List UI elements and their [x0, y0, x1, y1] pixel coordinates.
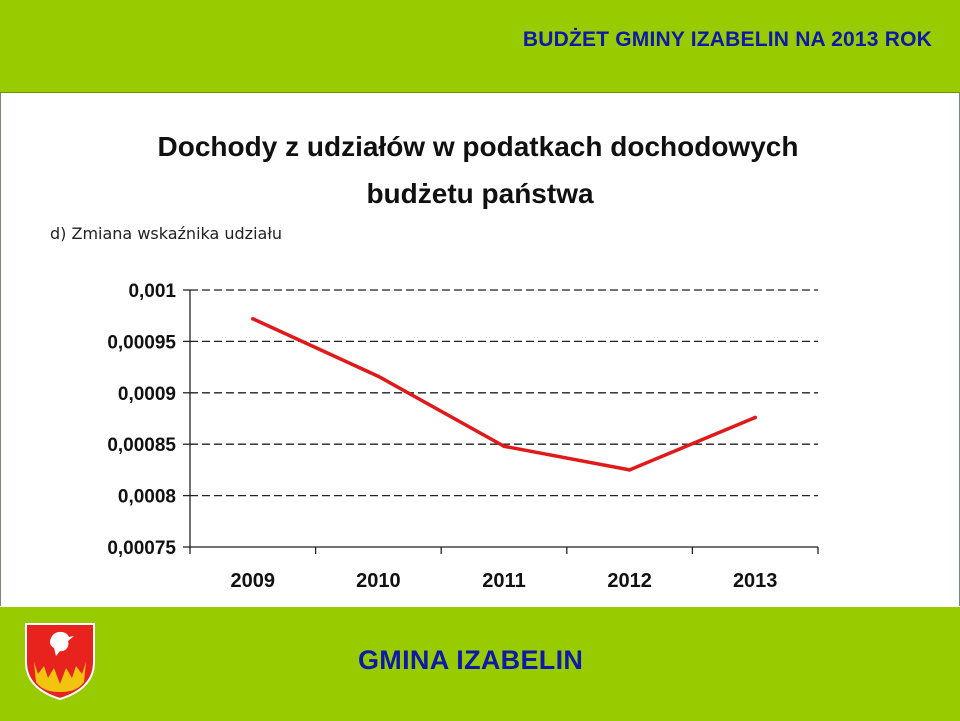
data-point: [753, 415, 757, 420]
coat-of-arms-icon: [25, 623, 95, 700]
x-tick-label: 2009: [231, 570, 276, 592]
x-tick-label: 2010: [356, 570, 401, 592]
footer-band: [0, 606, 960, 721]
y-tick-label: 0,0009: [118, 384, 176, 405]
slide-title-line2: budżetu państwa: [366, 178, 594, 209]
data-point: [627, 468, 632, 472]
chart-subtitle: d) Zmiana wskaźnika udziału: [50, 224, 283, 243]
x-tick-label: 2011: [482, 570, 525, 592]
line-chart: 0,001 0,00095 0,0009 0,00085 0,0008 0,00075 20…: [107, 281, 819, 592]
y-tick-label: 0,00095: [107, 332, 176, 353]
data-point: [376, 374, 381, 379]
x-tick-label: 2013: [733, 570, 778, 592]
header-title: BUDŻET GMINY IZABELIN NA 2013 ROK: [522, 28, 932, 51]
slide-title-line1: Dochody z udziałów w podatkach dochodowy…: [157, 131, 799, 162]
x-tick-label: 2012: [607, 570, 652, 592]
y-tick-label: 0,00085: [107, 435, 176, 456]
y-tick-label: 0,0008: [118, 487, 176, 508]
y-tick-label: 0,001: [128, 281, 176, 302]
y-tick-label: 0,00075: [107, 538, 176, 559]
data-point: [502, 444, 506, 449]
data-point: [251, 316, 255, 321]
footer-title: GMINA IZABELIN: [358, 645, 584, 675]
header-band: BUDŻET GMINY IZABELIN NA 2013 ROK: [0, 0, 960, 93]
